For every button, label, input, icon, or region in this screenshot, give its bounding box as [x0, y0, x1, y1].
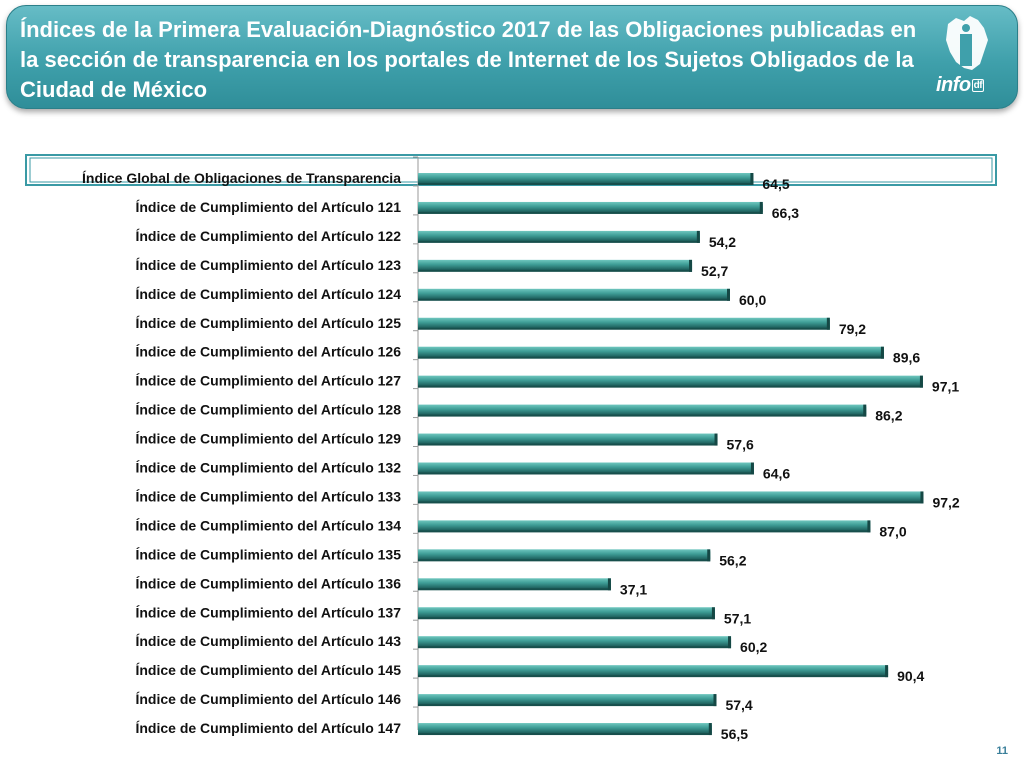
category-label: Índice de Cumplimiento del Artículo 126	[135, 344, 401, 360]
bar	[418, 433, 718, 444]
logo-wordmark: info df	[936, 74, 985, 97]
bar-end-cap	[750, 173, 754, 185]
category-label: Índice de Cumplimiento del Artículo 146	[135, 691, 401, 707]
bar-end-cap	[696, 230, 700, 243]
category-label: Índice de Cumplimiento del Artículo 136	[135, 575, 401, 591]
bar	[418, 723, 712, 734]
data-label: 97,1	[932, 379, 959, 395]
bar	[418, 578, 611, 589]
data-label: 87,0	[879, 523, 906, 539]
page-number: 11	[996, 745, 1008, 757]
category-label: Índice de Cumplimiento del Artículo 127	[135, 373, 401, 389]
category-label: Índice de Cumplimiento del Artículo 147	[135, 720, 401, 736]
data-label: 64,6	[763, 466, 790, 482]
bar	[418, 491, 924, 502]
bar	[418, 462, 754, 473]
category-label: Índice Global de Obligaciones de Transpa…	[82, 170, 401, 186]
bar-end-cap	[880, 346, 884, 359]
bar	[418, 288, 730, 299]
bar-end-cap	[711, 607, 715, 620]
bar-end-cap	[728, 636, 732, 649]
data-label: 89,6	[893, 350, 920, 366]
bar	[418, 173, 754, 183]
category-label: Índice de Cumplimiento del Artículo 125	[135, 315, 401, 331]
category-label: Índice de Cumplimiento del Artículo 133	[135, 488, 401, 504]
data-label: 60,0	[739, 292, 766, 308]
slide-title: Índices de la Primera Evaluación-Diagnós…	[20, 17, 917, 102]
category-label: Índice de Cumplimiento del Artículo 137	[135, 604, 401, 620]
data-label: 57,1	[724, 610, 751, 626]
bar	[418, 259, 693, 270]
data-label: 64,5	[762, 176, 789, 192]
data-label: 56,5	[721, 726, 748, 742]
data-label: 54,2	[709, 234, 736, 250]
bar-end-cap	[867, 520, 871, 533]
bar-end-cap	[759, 201, 763, 214]
bar-end-cap	[885, 665, 889, 678]
bar	[418, 404, 867, 415]
bar-end-cap	[707, 549, 711, 562]
bar	[418, 346, 884, 357]
cdmx-map-logo-icon	[946, 16, 988, 70]
bar	[418, 549, 711, 560]
data-label: 56,2	[719, 552, 746, 568]
category-label: Índice de Cumplimiento del Artículo 129	[135, 431, 401, 447]
bar-end-cap	[689, 259, 693, 272]
bar-end-cap	[713, 694, 717, 707]
bar-end-cap	[750, 462, 754, 475]
bar	[418, 636, 732, 647]
category-label: Índice de Cumplimiento del Artículo 134	[135, 517, 401, 533]
data-label: 60,2	[740, 639, 767, 655]
bar-end-cap	[727, 288, 730, 301]
bar	[418, 665, 889, 676]
category-label: Índice de Cumplimiento del Artículo 135	[135, 546, 401, 562]
category-label: Índice de Cumplimiento del Artículo 124	[135, 286, 401, 302]
bar-end-cap	[826, 317, 830, 330]
logo-sub: df	[971, 79, 985, 93]
bar	[418, 230, 700, 241]
category-label: Índice de Cumplimiento del Artículo 123	[135, 257, 401, 273]
category-label: Índice de Cumplimiento del Artículo 128	[135, 402, 401, 418]
bar	[418, 694, 717, 705]
bar-end-cap	[708, 723, 712, 736]
data-label: 57,6	[727, 437, 754, 453]
data-label: 90,4	[897, 668, 924, 684]
bar	[418, 201, 763, 212]
category-label: Índice de Cumplimiento del Artículo 122	[135, 228, 401, 244]
bar-end-cap	[863, 404, 867, 417]
bar	[418, 317, 830, 328]
bar	[418, 520, 871, 531]
category-label: Índice de Cumplimiento del Artículo 145	[135, 662, 401, 678]
category-label: Índice de Cumplimiento del Artículo 121	[135, 199, 401, 215]
data-label: 86,2	[875, 408, 902, 424]
bar-end-cap	[920, 491, 924, 504]
category-label: Índice de Cumplimiento del Artículo 143	[135, 633, 401, 649]
data-label: 66,3	[772, 205, 799, 221]
title-banner: Índices de la Primera Evaluación-Diagnós…	[6, 5, 1018, 109]
data-label: 97,2	[932, 494, 959, 510]
chart-layer: Índice Global de Obligaciones de Transpa…	[25, 154, 997, 742]
bar	[418, 375, 923, 386]
bar-end-cap	[607, 578, 611, 591]
logo-text: info	[936, 74, 971, 96]
bar-end-cap	[919, 375, 923, 388]
data-label: 37,1	[620, 581, 647, 597]
data-label: 79,2	[839, 321, 866, 337]
category-label: Índice de Cumplimiento del Artículo 132	[135, 460, 401, 476]
data-label: 57,4	[725, 697, 752, 713]
bar-end-cap	[714, 433, 718, 446]
data-label: 52,7	[701, 263, 728, 279]
bar	[418, 607, 715, 618]
